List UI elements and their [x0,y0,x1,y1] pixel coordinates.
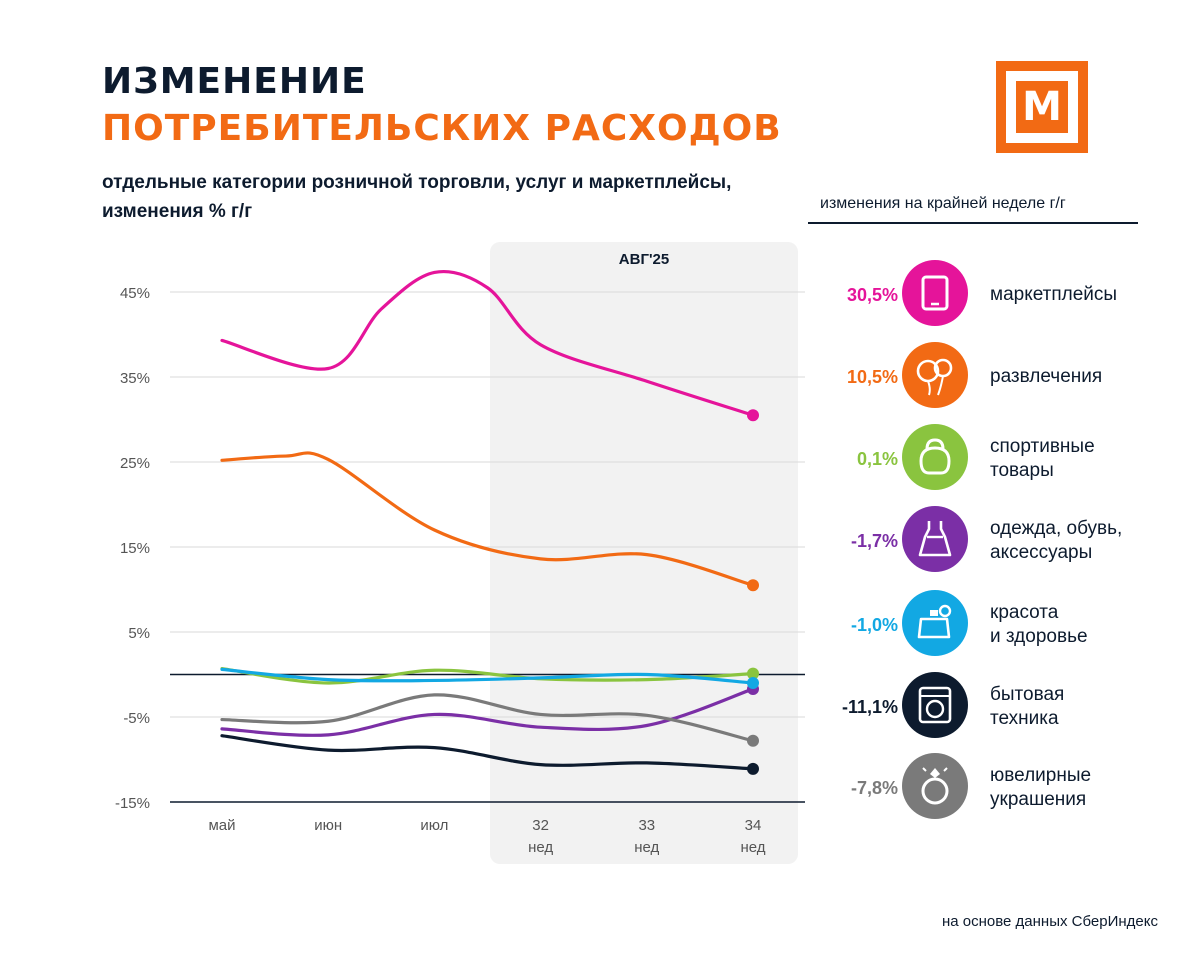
ring-icon [902,753,968,819]
legend-item: -1,0% красота и здоровье [810,590,1150,660]
page-title-line1: ИЗМЕНЕНИЕ [102,61,367,102]
legend-item-label-line2: техника [990,708,1059,729]
legend-item-label-line1: бытовая [990,684,1065,705]
subtitle-line2: изменения % г/г [102,201,253,222]
highlight-label: АВГ'25 [619,251,669,268]
series-line-бытовая-техника [220,734,755,771]
series-end-point [747,734,759,747]
legend-item-label-line1: развлечения [990,366,1103,387]
legend-item-label: маркетплейсы [990,260,1150,330]
legend-item: -1,7% одежда, обувь, аксессуары [810,506,1150,576]
legend-item-value: -1,7% [850,531,898,551]
legend-item-label: красота и здоровье [990,590,1150,660]
legend-item-label-line1: красота [990,602,1059,623]
series-line-развлечения [220,451,755,587]
legend-item-label: ювелирные украшения [990,753,1150,823]
brand-logo: М [996,61,1088,153]
perfume-icon [902,590,968,656]
y-tick-label: 5% [128,625,150,642]
legend-item-label-line2: и здоровье [990,626,1088,647]
y-tick-label: 25% [120,455,150,472]
legend-item-label-line2: аксессуары [990,542,1093,563]
legend-item: -11,1% бытовая техника [810,672,1150,742]
legend-item: 10,5% развлечения [810,342,1150,412]
logo-letter: М [1016,81,1068,133]
legend-item-label: одежда, обувь, аксессуары [990,506,1150,576]
legend-item-value: -7,8% [850,778,898,798]
chart-subtitle: отдельные категории розничной торговли, … [102,168,822,226]
series-line-красота-и-здоровье [220,667,755,685]
subtitle-line1: отдельные категории розничной торговли, … [102,172,732,193]
legend-item-value: 30,5% [846,285,898,305]
legend-item-label-line1: ювелирные [990,765,1092,786]
legend-item-label-line2: украшения [990,789,1087,810]
legend-divider [808,222,1138,224]
legend-title: изменения на крайней неделе г/г [820,195,1066,212]
series-end-point [747,579,759,592]
legend-item-label: развлечения [990,342,1150,412]
legend-item-value: 0,1% [856,449,898,469]
data-source-note: на основе данных СберИндекс [941,913,1158,930]
series-end-point [747,667,759,680]
y-tick-label: 35% [120,370,150,387]
washing-machine-icon [902,672,968,738]
x-tick-label: 32 [532,817,549,834]
legend-item-value: 10,5% [846,367,898,387]
y-tick-label: -5% [123,710,150,727]
series-end-point [747,762,759,775]
series-line-маркетплейсы [220,269,755,417]
dress-icon [902,506,968,572]
y-tick-label: 15% [120,540,150,557]
legend-item-value: -11,1% [841,697,898,717]
series-line-одежда-обувь-аксессуары [220,687,755,737]
y-tick-label: 45% [120,285,150,302]
x-tick-label: июл [420,817,448,834]
x-tick-label: май [208,817,235,834]
series-end-point [747,677,759,689]
y-tick-label: -15% [115,795,150,812]
legend-item-label-line2: товары [990,460,1054,481]
x-tick-label: 34 [745,817,762,834]
series-line-ювелирные-украшения [220,693,755,743]
series-line-спортивные-товары [220,666,755,685]
x-tick-sublabel: нед [634,839,659,856]
x-tick-label: июн [314,817,342,834]
page-title-line2: ПОТРЕБИТЕЛЬСКИХ РАСХОДОВ [102,108,782,149]
x-tick-sublabel: нед [740,839,765,856]
legend-item-label: бытовая техника [990,672,1150,742]
x-tick-sublabel: нед [528,839,553,856]
tablet-icon [902,260,968,326]
kettlebell-icon [902,424,968,490]
balloons-icon [902,342,968,408]
series-end-point [747,409,759,422]
legend-item-label: спортивные товары [990,424,1150,494]
legend-item: 30,5% маркетплейсы [810,260,1150,330]
legend-item: 0,1% спортивные товары [810,424,1150,494]
legend-item-label-line1: спортивные [990,436,1095,457]
legend-item-label-line1: одежда, обувь, [990,518,1123,539]
legend-item: -7,8% ювелирные украшения [810,753,1150,823]
legend-item-value: -1,0% [850,615,898,635]
x-tick-label: 33 [638,817,655,834]
legend-item-label-line1: маркетплейсы [990,284,1118,305]
